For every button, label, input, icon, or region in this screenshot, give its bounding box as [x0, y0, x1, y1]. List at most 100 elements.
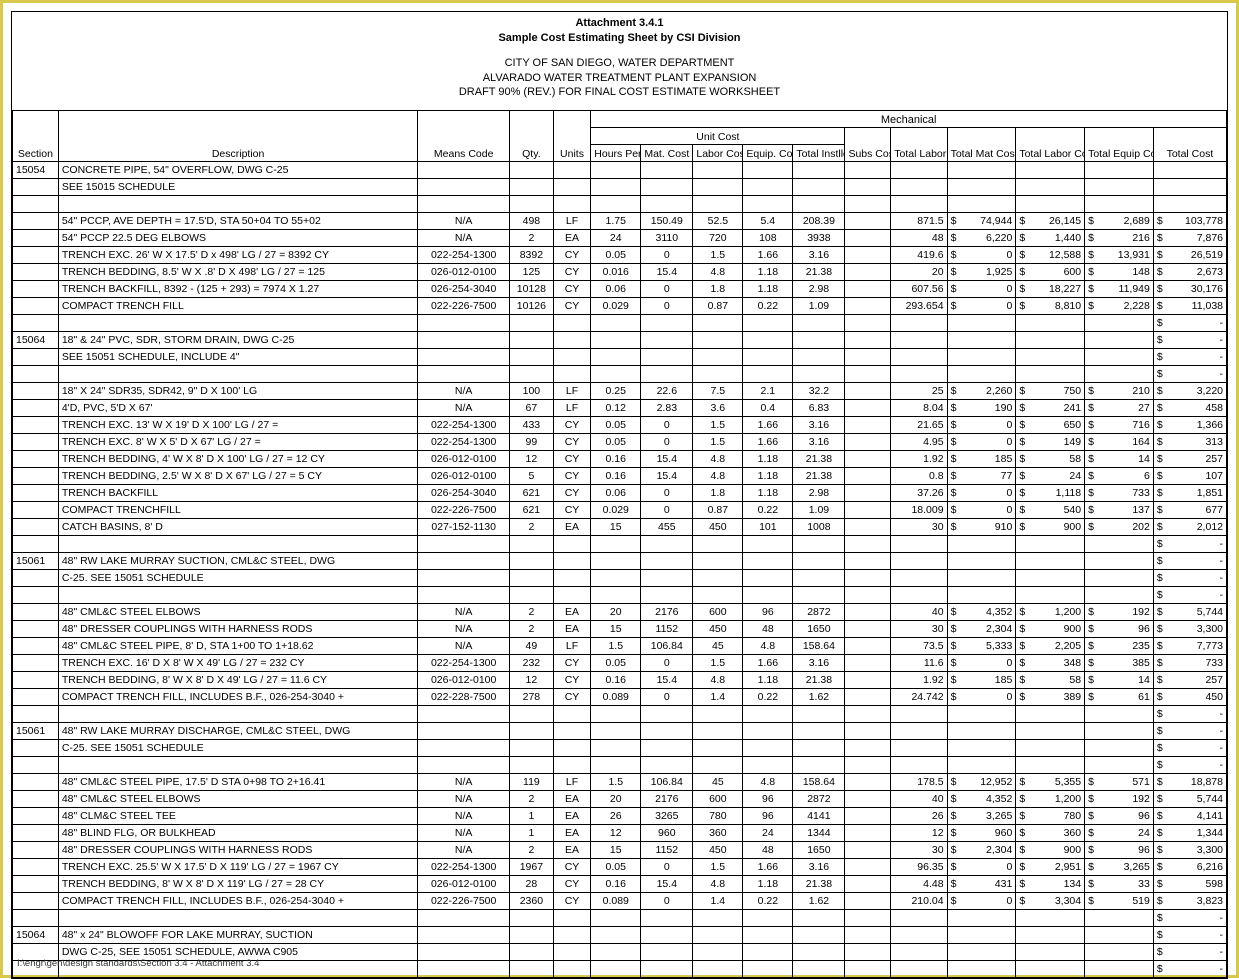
- cell-tlh: 419.6: [891, 247, 947, 264]
- cell-tmat: 0: [947, 281, 1016, 298]
- table-row: TRENCH BEDDING, 4' W X 8' D X 100' LG / …: [13, 451, 1227, 468]
- cell-teq: 148: [1085, 264, 1154, 281]
- cell-means: 022-226-7500: [418, 893, 510, 910]
- cell-tcost: -: [1153, 944, 1226, 961]
- table-row: TRENCH EXC. 8' W X 5' D X 67' LG / 27 =0…: [13, 434, 1227, 451]
- cell-tlh: 30: [891, 621, 947, 638]
- cell-tlh: 40: [891, 604, 947, 621]
- cell-mat: [641, 944, 693, 961]
- cell-tin: 158.64: [793, 638, 845, 655]
- cell-tin: 1.62: [793, 893, 845, 910]
- cell-means: [418, 196, 510, 213]
- cell-eq: [743, 723, 793, 740]
- cell-tcost: 450: [1153, 689, 1226, 706]
- cell-tin: 1.09: [793, 298, 845, 315]
- cell-hpu: 0.16: [591, 451, 641, 468]
- header-line-1: CITY OF SAN DIEGO, WATER DEPARTMENT: [12, 56, 1227, 71]
- cell-desc: COMPACT TRENCH FILL, INCLUDES B.F., 026-…: [58, 689, 417, 706]
- table-row: 48" DRESSER COUPLINGS WITH HARNESS RODSN…: [13, 621, 1227, 638]
- cell-units: [553, 723, 591, 740]
- cell-tmat: 0: [947, 893, 1016, 910]
- cell-hpu: [591, 553, 641, 570]
- cell-means: N/A: [418, 383, 510, 400]
- cell-sec: [13, 876, 59, 893]
- cell-tmat: 0: [947, 417, 1016, 434]
- cell-hpu: [591, 706, 641, 723]
- cell-qty: 100: [510, 383, 554, 400]
- cell-mat: [641, 927, 693, 944]
- cell-desc: [58, 587, 417, 604]
- cell-hpu: [591, 927, 641, 944]
- cell-tcost: -: [1153, 570, 1226, 587]
- cell-sec: [13, 230, 59, 247]
- cell-tmat: [947, 740, 1016, 757]
- cell-mat: 0: [641, 502, 693, 519]
- cell-tlab: 58: [1016, 451, 1085, 468]
- cell-tlh: 607.56: [891, 281, 947, 298]
- table-row: TRENCH BEDDING, 8.5' W X .8' D X 498' LG…: [13, 264, 1227, 281]
- cell-means: 026-012-0100: [418, 264, 510, 281]
- cell-units: CY: [553, 672, 591, 689]
- cell-hpu: 0.029: [591, 298, 641, 315]
- cell-tin: 3938: [793, 230, 845, 247]
- cell-tlab: 26,145: [1016, 213, 1085, 230]
- cell-eq: [743, 349, 793, 366]
- cell-tmat: [947, 536, 1016, 553]
- cell-tlh: 871.5: [891, 213, 947, 230]
- cell-means: 022-228-7500: [418, 689, 510, 706]
- cell-subs: [845, 451, 891, 468]
- cell-mat: 0: [641, 655, 693, 672]
- cell-means: N/A: [418, 400, 510, 417]
- cell-subs: [845, 162, 891, 179]
- table-row: TRENCH BEDDING, 8' W X 8' D X 49' LG / 2…: [13, 672, 1227, 689]
- cell-subs: [845, 910, 891, 927]
- cell-eq: 0.4: [743, 400, 793, 417]
- cell-tlh: 21.65: [891, 417, 947, 434]
- cell-tlh: 20: [891, 264, 947, 281]
- cell-qty: 278: [510, 689, 554, 706]
- cell-hpu: [591, 587, 641, 604]
- table-row: 48" BLIND FLG, OR BULKHEADN/A1EA12960360…: [13, 825, 1227, 842]
- cell-subs: [845, 859, 891, 876]
- cell-qty: 433: [510, 417, 554, 434]
- cell-tlh: 0.8: [891, 468, 947, 485]
- cell-units: EA: [553, 825, 591, 842]
- cell-tmat: [947, 927, 1016, 944]
- col-tlab: Total Labor Cost: [1016, 128, 1085, 162]
- cell-tlh: 30: [891, 842, 947, 859]
- cell-tcost: -: [1153, 910, 1226, 927]
- cell-hpu: [591, 740, 641, 757]
- cell-lab: [693, 706, 743, 723]
- cell-tlab: 12,588: [1016, 247, 1085, 264]
- cell-tlab: 8,810: [1016, 298, 1085, 315]
- cell-mat: 2176: [641, 791, 693, 808]
- cell-lab: 600: [693, 604, 743, 621]
- col-tin: Total Instlld Cost: [793, 145, 845, 162]
- cell-subs: [845, 876, 891, 893]
- col-units: Units: [553, 111, 591, 162]
- cell-tin: 1650: [793, 621, 845, 638]
- cell-tin: 2872: [793, 791, 845, 808]
- cell-tcost: 1,366: [1153, 417, 1226, 434]
- cell-hpu: 1.75: [591, 213, 641, 230]
- cell-tmat: 3,265: [947, 808, 1016, 825]
- cell-desc: TRENCH BEDDING, 8' W X 8' D X 119' LG / …: [58, 876, 417, 893]
- cell-tmat: 4,352: [947, 604, 1016, 621]
- cell-eq: 1.66: [743, 434, 793, 451]
- cell-subs: [845, 230, 891, 247]
- cell-sec: [13, 366, 59, 383]
- cell-tmat: 0: [947, 298, 1016, 315]
- cell-tlab: [1016, 196, 1085, 213]
- cell-mat: 0: [641, 247, 693, 264]
- cell-teq: 3,265: [1085, 859, 1154, 876]
- cell-tlh: 26: [891, 808, 947, 825]
- cell-tin: [793, 944, 845, 961]
- cell-subs: [845, 587, 891, 604]
- col-eq: Equip. Cost: [743, 145, 793, 162]
- cell-mat: [641, 536, 693, 553]
- cell-qty: [510, 553, 554, 570]
- cell-tin: 1008: [793, 519, 845, 536]
- cell-tcost: -: [1153, 349, 1226, 366]
- cell-sec: [13, 689, 59, 706]
- cell-eq: 101: [743, 519, 793, 536]
